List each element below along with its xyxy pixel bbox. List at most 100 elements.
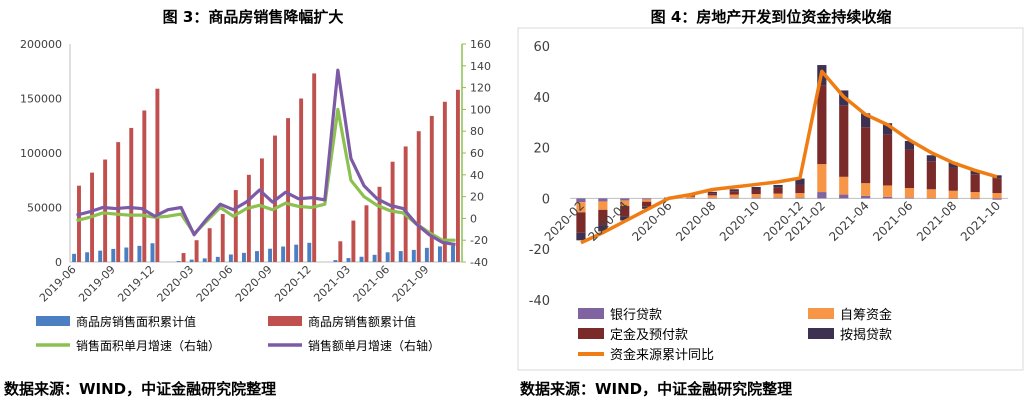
stacked-bar-segment	[817, 192, 827, 199]
stacked-bar-segment	[707, 193, 717, 196]
x-tick-label: 2020-08	[673, 199, 718, 244]
stacked-bar-segment	[773, 193, 783, 198]
bar-sales-amount	[312, 73, 317, 263]
right-tick-label: 40	[470, 169, 484, 182]
bar-sales-area	[189, 259, 194, 262]
bar-sales-area	[281, 246, 286, 262]
legend-label: 银行贷款	[610, 308, 662, 323]
stacked-bar-segment	[576, 232, 586, 241]
y-tick-label: 40	[533, 91, 550, 106]
left-tick-label: 0	[55, 256, 62, 269]
bar-sales-area	[124, 247, 129, 262]
right-tick-label: 80	[470, 125, 484, 138]
x-tick-label: 2020-12	[272, 263, 314, 305]
stacked-bar-segment	[839, 105, 849, 177]
x-tick-label: 2020-06	[194, 263, 236, 305]
bar-sales-amount	[442, 101, 447, 263]
stacked-bar-segment	[926, 155, 936, 162]
stacked-bar-segment	[707, 195, 717, 198]
stacked-bar-segment	[795, 178, 805, 185]
bar-sales-area	[398, 251, 403, 262]
right-tick-label: 120	[470, 82, 491, 95]
stacked-bar-segment	[729, 191, 739, 195]
stacked-bar-segment	[882, 134, 893, 186]
bar-sales-area	[72, 253, 77, 262]
x-tick-label: 2021-08	[914, 199, 959, 244]
line-area-growth	[76, 107, 456, 242]
stacked-bar-segment	[729, 189, 739, 192]
line-funding-yoy	[580, 69, 998, 245]
bar-sales-amount	[351, 220, 356, 262]
bar-sales-amount	[233, 190, 238, 262]
stacked-bar-segment	[839, 194, 849, 199]
stacked-bar-segment	[992, 178, 1002, 194]
right-tick-label: 140	[470, 60, 491, 73]
stacked-bar-segment	[707, 191, 717, 194]
bar-sales-area	[137, 245, 142, 262]
stacked-bar-segment	[926, 198, 936, 199]
bar-sales-amount	[103, 159, 108, 262]
right-tick-label: -40	[470, 256, 488, 269]
legend-label: 资金来源累计同比	[610, 347, 714, 363]
stacked-bar-segment	[576, 198, 586, 203]
stacked-bar-segment	[751, 186, 761, 190]
plot-frame	[517, 27, 1024, 371]
legend-swatch	[578, 308, 604, 319]
chart-title-sales: 图 3：商品房销售降幅扩大	[162, 8, 344, 26]
bar-sales-amount	[181, 253, 186, 262]
stacked-bar-segment	[992, 198, 1002, 200]
bar-sales-area	[98, 250, 103, 262]
bar-sales-area	[372, 254, 377, 262]
bar-sales-area	[385, 252, 390, 262]
stacked-bar-segment	[904, 140, 915, 150]
stacked-bar-segment	[948, 198, 958, 199]
legend-swatch	[268, 316, 302, 326]
x-tick-label: 2020-10	[717, 199, 762, 244]
y-tick-label: -40	[529, 294, 550, 309]
legend-swatch	[808, 328, 834, 339]
bar-sales-area	[150, 243, 155, 262]
bar-sales-area	[411, 249, 416, 262]
x-tick-label: 2020-09	[233, 263, 275, 305]
chart-funding-svg: 6040200-20-402020-022020-042020-062020-0…	[517, 27, 1024, 371]
bar-sales-amount	[299, 98, 304, 262]
left-tick-label: 200000	[20, 38, 62, 51]
stacked-bar-segment	[642, 198, 652, 200]
stacked-bar-segment	[773, 187, 783, 194]
stacked-bar-segment	[773, 197, 783, 199]
stacked-bar-segment	[970, 192, 980, 199]
bar-sales-area	[202, 258, 207, 262]
stacked-bar-segment	[598, 209, 608, 226]
y-tick-label: 0	[542, 192, 550, 207]
right-tick-label: 60	[470, 147, 484, 160]
left-tick-label: 150000	[20, 93, 62, 106]
stacked-bar-segment	[576, 202, 586, 213]
y-tick-label: 60	[533, 40, 550, 55]
left-tick-label: 50000	[27, 202, 62, 215]
x-tick-label: 2021-10	[958, 199, 1003, 244]
stacked-bar-segment	[773, 184, 783, 188]
bar-sales-amount	[259, 158, 264, 262]
bar-sales-amount	[142, 110, 147, 263]
bar-sales-area	[215, 256, 220, 262]
stacked-bar-segment	[861, 183, 871, 196]
line-amount-growth	[76, 68, 456, 247]
bar-sales-area	[346, 258, 351, 262]
bar-sales-area	[437, 246, 442, 262]
bar-sales-area	[111, 248, 116, 262]
bar-sales-amount	[246, 174, 251, 262]
chart-sales-svg: 200000 150000 100000 50000 0 160 140 120 100 80 60…	[20, 38, 491, 353]
stacked-bar-segment	[904, 149, 915, 188]
stacked-bar-segment	[817, 164, 827, 193]
legend-label: 自筹资金	[840, 307, 892, 323]
stacked-bar-segment	[642, 201, 652, 207]
legend-label: 商品房销售面积累计值	[76, 314, 196, 329]
stacked-bar-segment	[882, 196, 893, 199]
x-tick-label: 2019-09	[76, 263, 118, 305]
y-tick-label: -20	[529, 243, 550, 258]
right-tick-label: 0	[470, 212, 477, 225]
bar-sales-amount	[377, 186, 382, 262]
bar-sales-amount	[416, 131, 421, 262]
bar-sales-amount	[194, 240, 199, 262]
bar-sales-amount	[155, 88, 160, 262]
